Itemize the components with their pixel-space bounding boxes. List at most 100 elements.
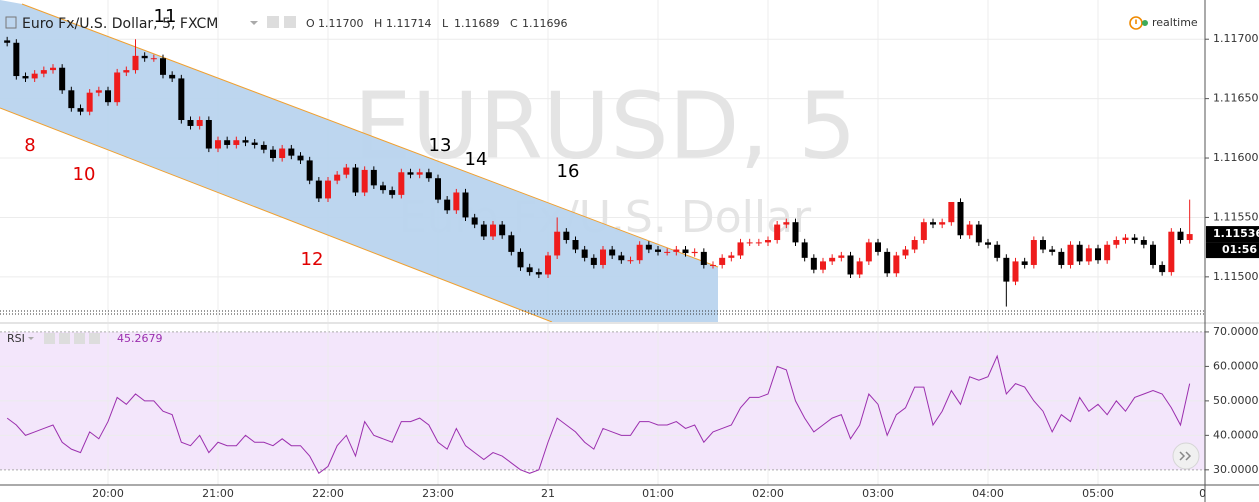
scroll-button[interactable]	[1172, 442, 1200, 470]
y-tick-label: 30.0000	[1213, 463, 1259, 476]
y-tick-label: 1.11700	[1213, 32, 1259, 45]
dropdown-icon[interactable]	[28, 337, 34, 340]
x-tick-label: 21	[541, 487, 555, 500]
x-tick-label: 04:00	[972, 487, 1004, 500]
close-icon[interactable]	[89, 333, 100, 344]
candle-body	[95, 90, 102, 93]
candle-body	[334, 174, 341, 181]
settings-icon[interactable]	[267, 16, 279, 28]
candle-body	[1168, 231, 1175, 273]
candle-body	[444, 199, 451, 211]
candle-body	[1095, 248, 1101, 261]
x-tick-label: 05:00	[1082, 487, 1114, 500]
candle-body	[774, 224, 781, 241]
candle-body	[425, 172, 432, 179]
candle-body	[581, 249, 588, 258]
candle-body	[1140, 240, 1147, 245]
x-tick-label: 01:00	[642, 487, 674, 500]
candle-body	[719, 257, 726, 265]
candle-body	[1003, 257, 1010, 282]
add-icon[interactable]	[74, 333, 85, 344]
candle-body	[682, 249, 689, 254]
candle-body	[875, 242, 881, 252]
settings-icon[interactable]	[44, 333, 55, 344]
candle-body	[453, 192, 460, 211]
candle-body	[288, 148, 295, 156]
candle-body	[801, 242, 808, 258]
candle-body	[352, 167, 359, 193]
candle-body	[50, 67, 56, 71]
candle-body	[178, 78, 185, 121]
candle-body	[700, 251, 707, 265]
hide-icon[interactable]	[284, 16, 296, 28]
candle-body	[462, 192, 469, 218]
candle-body	[260, 144, 267, 150]
candle-body	[169, 74, 176, 79]
candle-body	[389, 190, 396, 195]
x-tick-label: 23:00	[422, 487, 454, 500]
candle-body	[105, 90, 111, 103]
candle-body	[1076, 244, 1083, 262]
scroll-icon	[1179, 451, 1192, 461]
candle-body	[627, 260, 634, 262]
status-dot	[1142, 20, 1148, 26]
candle-body	[655, 249, 661, 252]
y-tick-label: 40.0000	[1213, 428, 1259, 441]
rsi-pane	[6, 354, 1191, 475]
candle-body	[471, 217, 478, 225]
candle-body	[829, 257, 836, 262]
dropdown-icon[interactable]	[250, 21, 258, 25]
candle-body	[590, 257, 597, 265]
candle-body	[251, 142, 258, 145]
candle-body	[746, 242, 753, 244]
x-tick-label: 21:00	[202, 487, 234, 500]
collapse-icon[interactable]	[5, 16, 17, 29]
x-tick-label: 06:	[1199, 487, 1217, 500]
source-icon[interactable]	[59, 333, 70, 344]
candle-body	[783, 222, 790, 225]
candle-body	[820, 261, 826, 270]
candle-body	[59, 67, 66, 91]
candle-body	[242, 140, 249, 143]
candle-body	[380, 185, 386, 191]
candle-body	[975, 224, 982, 243]
candle-body	[435, 178, 441, 200]
candle-body	[233, 140, 240, 145]
ohlc-label: H	[374, 17, 382, 30]
candle-body	[361, 169, 368, 193]
candle-body	[68, 90, 75, 109]
candle-body	[939, 222, 946, 225]
candle-body	[1177, 231, 1184, 241]
candle-body	[792, 222, 799, 243]
candle-body	[920, 222, 927, 241]
candle-body	[114, 72, 121, 103]
symbol-title: Euro Fx/U.S. Dollar, 5, FXCM	[22, 16, 218, 32]
candle-body	[1049, 249, 1056, 252]
rsi-title: RSI	[7, 332, 25, 345]
candle-body	[499, 224, 506, 236]
candle-body	[526, 267, 533, 273]
candle-body	[1012, 261, 1019, 282]
annotation: 14	[465, 149, 488, 170]
candle-body	[985, 242, 991, 245]
candle-body	[40, 70, 47, 74]
candle-body	[884, 251, 891, 274]
ohlc-value: 1.11696	[522, 17, 568, 30]
y-tick-label: 1.11500	[1213, 270, 1259, 283]
candle-body	[22, 76, 29, 79]
rsi-value: 45.2679	[117, 332, 163, 345]
annotation: 12	[301, 249, 324, 270]
candle-body	[664, 251, 671, 253]
candle-body	[343, 167, 350, 175]
warning-icon-mark	[1135, 19, 1137, 24]
candle-body	[517, 251, 524, 268]
candle-body	[535, 272, 542, 275]
candle-body	[187, 120, 194, 126]
candle-body	[645, 244, 652, 250]
annotation: 8	[24, 135, 35, 156]
x-tick-label: 03:00	[862, 487, 894, 500]
candle-body	[1122, 237, 1129, 241]
candle-body	[224, 140, 231, 145]
candle-body	[765, 240, 771, 243]
candle-body	[508, 235, 515, 252]
